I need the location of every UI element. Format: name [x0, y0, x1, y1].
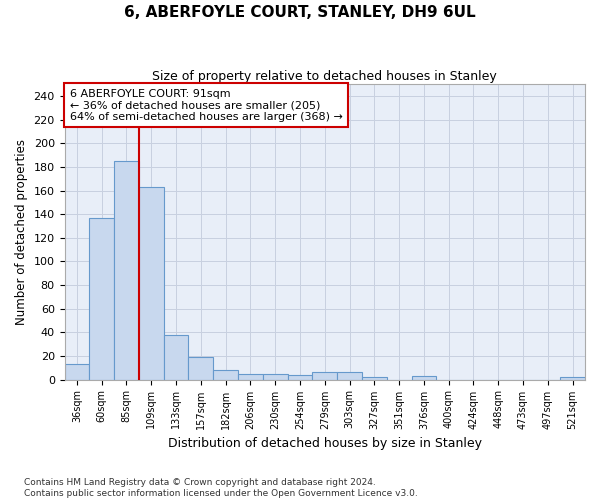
Bar: [164, 334, 188, 380]
Text: Contains HM Land Registry data © Crown copyright and database right 2024.
Contai: Contains HM Land Registry data © Crown c…: [24, 478, 418, 498]
Bar: [362, 377, 387, 380]
Text: 6, ABERFOYLE COURT, STANLEY, DH9 6UL: 6, ABERFOYLE COURT, STANLEY, DH9 6UL: [124, 5, 476, 20]
Bar: [560, 377, 585, 380]
Bar: [89, 218, 114, 380]
Bar: [114, 161, 139, 380]
Bar: [188, 357, 213, 380]
Bar: [337, 372, 362, 380]
Bar: [238, 374, 263, 380]
Bar: [65, 364, 89, 380]
Text: 6 ABERFOYLE COURT: 91sqm
← 36% of detached houses are smaller (205)
64% of semi-: 6 ABERFOYLE COURT: 91sqm ← 36% of detach…: [70, 88, 343, 122]
Y-axis label: Number of detached properties: Number of detached properties: [15, 139, 28, 325]
Bar: [263, 374, 287, 380]
Bar: [412, 376, 436, 380]
Bar: [287, 375, 313, 380]
Title: Size of property relative to detached houses in Stanley: Size of property relative to detached ho…: [152, 70, 497, 83]
Bar: [213, 370, 238, 380]
X-axis label: Distribution of detached houses by size in Stanley: Distribution of detached houses by size …: [168, 437, 482, 450]
Bar: [313, 372, 337, 380]
Bar: [139, 187, 164, 380]
